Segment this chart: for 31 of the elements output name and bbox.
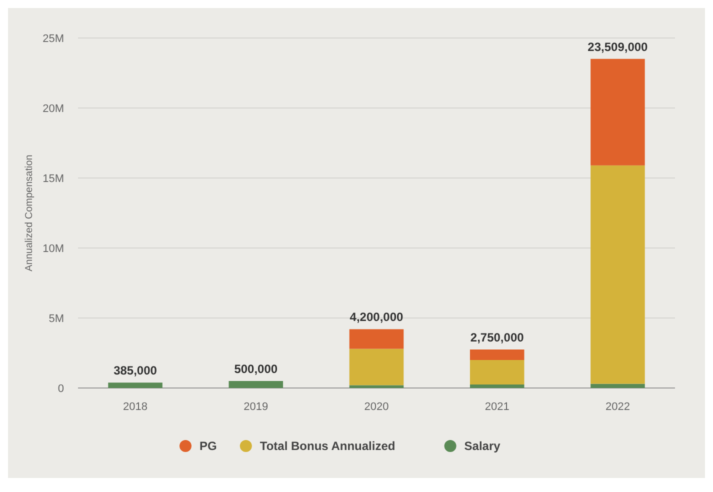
y-tick-label: 15M: [42, 172, 64, 185]
bar: [470, 360, 524, 384]
bar: [470, 384, 524, 388]
x-tick-label: 2020: [364, 401, 389, 413]
bar: [228, 381, 284, 388]
x-tick-label: 2019: [244, 401, 268, 413]
legend-label: Total Bonus Annualized: [260, 439, 396, 454]
y-tick-label: 20M: [42, 102, 64, 115]
bar: [590, 58, 645, 166]
x-tick-label: 2022: [605, 401, 630, 413]
total-label: 385,000: [114, 364, 158, 378]
x-tick-label: 2018: [123, 401, 148, 413]
y-tick-label: 10M: [42, 242, 64, 255]
bar: [349, 329, 404, 349]
bar: [470, 350, 524, 360]
y-tick-label: 5M: [48, 312, 64, 325]
y-axis-title: Annualized Compensation: [24, 154, 35, 272]
bar: [108, 382, 162, 388]
total-label: 2,750,000: [470, 330, 524, 344]
y-tick-label: 0: [58, 382, 64, 395]
total-label: 500,000: [234, 362, 278, 376]
total-label: 23,509,000: [588, 40, 648, 54]
bar: [349, 348, 404, 386]
total-label: 4,200,000: [350, 310, 404, 324]
legend-label: PG: [200, 439, 217, 454]
x-tick-label: 2021: [484, 401, 510, 413]
bar: [349, 385, 404, 388]
bar: [590, 384, 645, 388]
bar: [590, 165, 645, 384]
y-tick-label: 25M: [42, 32, 64, 45]
legend-label: Salary: [464, 439, 501, 454]
